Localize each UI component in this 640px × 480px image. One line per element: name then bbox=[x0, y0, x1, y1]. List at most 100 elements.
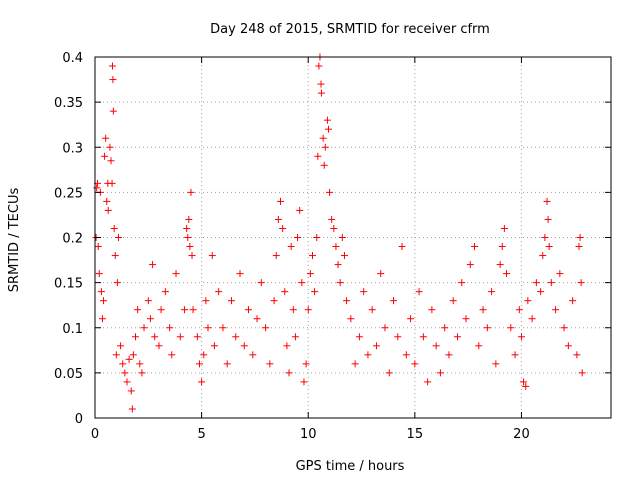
data-point bbox=[277, 197, 285, 205]
data-point bbox=[320, 161, 328, 169]
data-point bbox=[545, 243, 553, 251]
data-point bbox=[136, 360, 144, 368]
data-point bbox=[321, 143, 329, 151]
data-point bbox=[236, 270, 244, 278]
data-point bbox=[187, 188, 195, 196]
data-point bbox=[308, 252, 316, 260]
data-point bbox=[168, 351, 176, 359]
data-point bbox=[528, 315, 536, 323]
data-point bbox=[564, 342, 572, 350]
data-point bbox=[189, 306, 197, 314]
y-axis-label: SRMTID / TECUs bbox=[7, 188, 22, 293]
data-point bbox=[97, 288, 105, 296]
data-point bbox=[419, 333, 427, 341]
data-point bbox=[458, 279, 466, 287]
ticks-layer: 0 5 10 15 20 0 0.05 0.1 0.15 0.2 0.25 0.3 0.35 0.4 bbox=[54, 51, 611, 442]
data-point bbox=[240, 342, 248, 350]
data-point bbox=[428, 306, 436, 314]
data-point bbox=[483, 324, 491, 332]
data-point bbox=[93, 184, 101, 192]
data-point bbox=[372, 342, 380, 350]
data-point bbox=[432, 342, 440, 350]
data-point bbox=[338, 234, 346, 241]
data-point bbox=[101, 152, 109, 160]
x-tick-label: 20 bbox=[513, 427, 530, 442]
data-point bbox=[249, 351, 257, 359]
data-point bbox=[128, 405, 136, 413]
data-point bbox=[360, 288, 368, 296]
data-point bbox=[193, 333, 201, 341]
x-tick-label: 0 bbox=[91, 427, 99, 442]
data-point bbox=[332, 243, 340, 251]
grid-layer bbox=[95, 57, 611, 418]
data-point bbox=[330, 224, 338, 232]
data-point bbox=[411, 360, 419, 368]
data-point bbox=[488, 288, 496, 296]
data-point bbox=[181, 306, 189, 314]
data-point bbox=[503, 270, 511, 278]
data-point bbox=[466, 261, 474, 269]
data-point bbox=[507, 324, 515, 332]
y-tick-label: 0.3 bbox=[62, 141, 83, 156]
data-point bbox=[541, 234, 549, 241]
data-point bbox=[109, 76, 117, 84]
data-point bbox=[500, 224, 508, 232]
data-point bbox=[94, 243, 102, 251]
data-point bbox=[520, 378, 528, 386]
data-point bbox=[176, 333, 184, 341]
data-point bbox=[129, 351, 137, 359]
data-point bbox=[343, 297, 351, 305]
data-point bbox=[127, 387, 135, 395]
x-tick-label: 10 bbox=[300, 427, 317, 442]
data-point bbox=[381, 324, 389, 332]
data-point bbox=[328, 215, 336, 223]
data-point bbox=[402, 351, 410, 359]
data-point bbox=[279, 224, 287, 232]
data-point bbox=[319, 134, 327, 142]
data-point bbox=[103, 197, 111, 205]
data-point bbox=[317, 89, 325, 97]
data-point bbox=[253, 315, 261, 323]
data-point bbox=[257, 279, 265, 287]
data-point bbox=[166, 324, 174, 332]
data-point bbox=[511, 351, 519, 359]
data-point bbox=[274, 215, 282, 223]
data-point bbox=[532, 279, 540, 287]
data-point bbox=[445, 351, 453, 359]
data-point bbox=[210, 342, 218, 350]
data-point bbox=[300, 378, 308, 386]
data-point bbox=[281, 288, 289, 296]
data-point bbox=[114, 234, 122, 241]
data-point bbox=[104, 206, 112, 214]
x-axis-label: GPS time / hours bbox=[296, 459, 405, 474]
data-point bbox=[110, 224, 118, 232]
data-point bbox=[522, 382, 530, 390]
data-point bbox=[144, 297, 152, 305]
data-point bbox=[204, 324, 212, 332]
data-point bbox=[245, 306, 253, 314]
data-point bbox=[368, 306, 376, 314]
data-point bbox=[285, 369, 293, 377]
data-point bbox=[262, 324, 270, 332]
data-point bbox=[340, 252, 348, 260]
y-tick-label: 0.15 bbox=[54, 277, 83, 292]
data-point bbox=[398, 243, 406, 251]
data-point bbox=[112, 351, 120, 359]
data-point bbox=[198, 378, 206, 386]
data-point bbox=[385, 369, 393, 377]
data-point bbox=[543, 197, 551, 205]
data-point bbox=[202, 297, 210, 305]
data-point bbox=[407, 315, 415, 323]
data-point bbox=[287, 243, 295, 251]
data-point bbox=[517, 333, 525, 341]
data-point bbox=[107, 157, 115, 165]
y-tick-label: 0.35 bbox=[54, 96, 83, 111]
data-point bbox=[125, 355, 133, 363]
data-point bbox=[351, 360, 359, 368]
data-point bbox=[172, 270, 180, 278]
data-point bbox=[95, 270, 103, 278]
data-point bbox=[547, 279, 555, 287]
data-point bbox=[556, 270, 564, 278]
data-point bbox=[324, 125, 332, 133]
